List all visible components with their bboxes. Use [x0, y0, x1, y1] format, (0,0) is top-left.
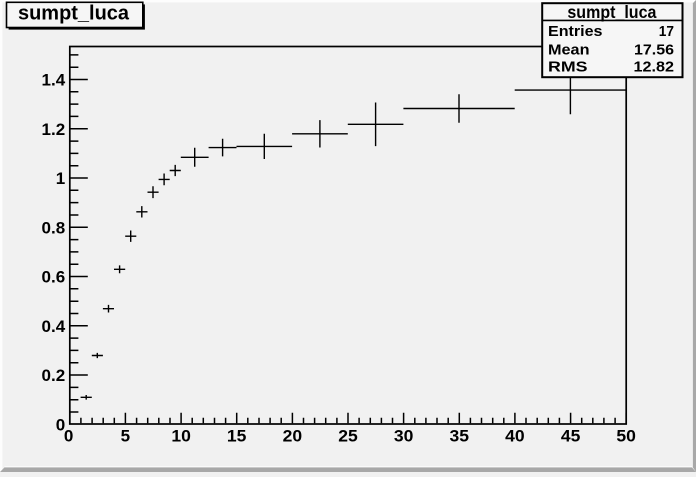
svg-text:40: 40: [505, 427, 525, 446]
svg-text:25: 25: [338, 427, 358, 446]
svg-text:20: 20: [283, 427, 303, 446]
svg-text:RMS: RMS: [548, 59, 588, 76]
svg-text:15: 15: [227, 427, 247, 446]
svg-text:5: 5: [121, 427, 130, 446]
svg-text:0: 0: [64, 427, 73, 446]
svg-text:1.4: 1.4: [42, 71, 66, 90]
svg-text:17: 17: [659, 23, 674, 40]
svg-text:45: 45: [561, 427, 581, 446]
svg-text:12.82: 12.82: [634, 59, 675, 76]
svg-text:1.2: 1.2: [42, 120, 66, 139]
svg-text:30: 30: [394, 427, 414, 446]
svg-text:35: 35: [450, 427, 470, 446]
svg-text:sumpt_luca: sumpt_luca: [18, 3, 130, 25]
svg-text:0.4: 0.4: [42, 317, 66, 336]
svg-text:sumpt_luca: sumpt_luca: [567, 2, 656, 22]
svg-text:0.8: 0.8: [42, 219, 66, 238]
svg-text:Mean: Mean: [548, 41, 590, 58]
svg-text:0.2: 0.2: [42, 366, 66, 385]
svg-text:0.6: 0.6: [42, 268, 66, 287]
svg-text:Entries: Entries: [548, 23, 603, 40]
svg-text:50: 50: [616, 427, 636, 446]
svg-text:0: 0: [56, 416, 65, 435]
svg-text:10: 10: [171, 427, 191, 446]
svg-text:17.56: 17.56: [634, 41, 674, 58]
svg-text:1: 1: [56, 169, 65, 188]
